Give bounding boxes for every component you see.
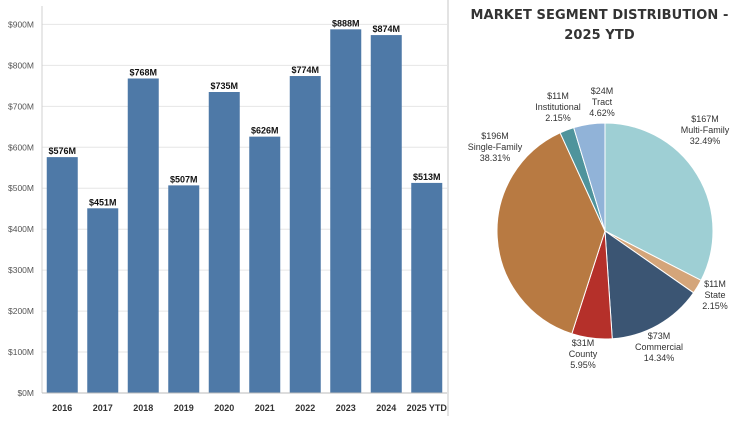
pie-label-percent: 4.62%	[589, 108, 615, 118]
pie-label-value: $11M	[704, 279, 726, 289]
bar-2016	[46, 157, 78, 393]
pie-chart-title: MARKET SEGMENT DISTRIBUTION - 2025 YTD	[470, 8, 729, 43]
y-tick-label: $700M	[8, 101, 34, 111]
bar-2018	[127, 78, 159, 393]
pie-label-percent: 2.15%	[702, 301, 728, 311]
pie-label-value: $73M	[648, 331, 671, 341]
bar-data-label: $768M	[129, 67, 157, 77]
bar-data-label: $576M	[48, 146, 76, 156]
pie-slice-multi-family	[604, 122, 714, 282]
x-tick-label: 2018	[133, 403, 153, 413]
pie-label-name: Single-Family	[468, 142, 523, 152]
y-tick-label: $100M	[8, 347, 34, 357]
x-tick-label: 2025 YTD	[407, 403, 447, 413]
x-tick-label: 2017	[93, 403, 113, 413]
pie-label-name: County	[569, 349, 598, 359]
y-tick-label: $0M	[17, 388, 34, 398]
bar-data-label: $735M	[210, 81, 238, 91]
pie-label-value: $11M	[547, 91, 569, 101]
y-tick-label: $500M	[8, 183, 34, 193]
pie-label-percent: 5.95%	[570, 360, 596, 370]
bar-data-label: $774M	[291, 65, 319, 75]
pie-chart-panel: MARKET SEGMENT DISTRIBUTION - 2025 YTD $…	[455, 0, 744, 416]
y-tick-label: $800M	[8, 60, 34, 70]
bar-2024	[370, 35, 402, 393]
pie-label-name: Tract	[592, 97, 613, 107]
bar-data-label: $626M	[251, 126, 279, 136]
pie-label-name: State	[704, 290, 725, 300]
pie-slice-single-family	[496, 132, 606, 335]
bar-2017	[87, 208, 119, 393]
x-tick-label: 2023	[336, 403, 356, 413]
y-tick-label: $900M	[8, 19, 34, 29]
y-tick-label: $600M	[8, 142, 34, 152]
x-tick-label: 2016	[52, 403, 72, 413]
x-tick-label: 2022	[295, 403, 315, 413]
bar-data-label: $451M	[89, 197, 117, 207]
bar-2019	[168, 185, 200, 393]
pie-label-percent: 14.34%	[644, 353, 675, 363]
x-tick-label: 2021	[255, 403, 275, 413]
x-tick-label: 2024	[376, 403, 396, 413]
bar-data-label: $874M	[372, 24, 400, 34]
bar-data-label: $507M	[170, 174, 198, 184]
pie-label-value: $24M	[591, 86, 614, 96]
pie-label-percent: 2.15%	[545, 113, 571, 123]
y-tick-label: $400M	[8, 224, 34, 234]
y-tick-label: $200M	[8, 306, 34, 316]
y-tick-label: $300M	[8, 265, 34, 275]
pie-label-name: Institutional	[535, 102, 581, 112]
x-tick-label: 2020	[214, 403, 234, 413]
pie-chart: $167MMulti-Family32.49%$11MState2.15%$73…	[468, 86, 730, 370]
bar-chart-panel: $0M $100M $200M $300M $400M $500M $600M $700M $8…	[8, 0, 449, 416]
pie-slice-tract	[573, 122, 606, 232]
x-tick-label: 2019	[174, 403, 194, 413]
pie-label-value: $167M	[691, 114, 719, 124]
bar-data-label: $888M	[332, 18, 360, 28]
pie-label-percent: 32.49%	[690, 136, 721, 146]
bar-2020	[208, 92, 240, 393]
pie-label-name: Multi-Family	[681, 125, 730, 135]
bar-chart: $0M $100M $200M $300M $400M $500M $600M $700M $8…	[8, 6, 447, 413]
bar-data-label: $513M	[413, 172, 441, 182]
bar-2021	[249, 136, 281, 393]
pie-slice-commercial	[604, 229, 695, 340]
bar-2025-ytd	[411, 182, 443, 393]
bar-2022	[289, 76, 321, 394]
bar-2023	[330, 29, 362, 393]
pie-label-name: Commercial	[635, 342, 683, 352]
pie-label-value: $196M	[481, 131, 509, 141]
pie-label-percent: 38.31%	[480, 153, 511, 163]
pie-label-value: $31M	[572, 338, 595, 348]
